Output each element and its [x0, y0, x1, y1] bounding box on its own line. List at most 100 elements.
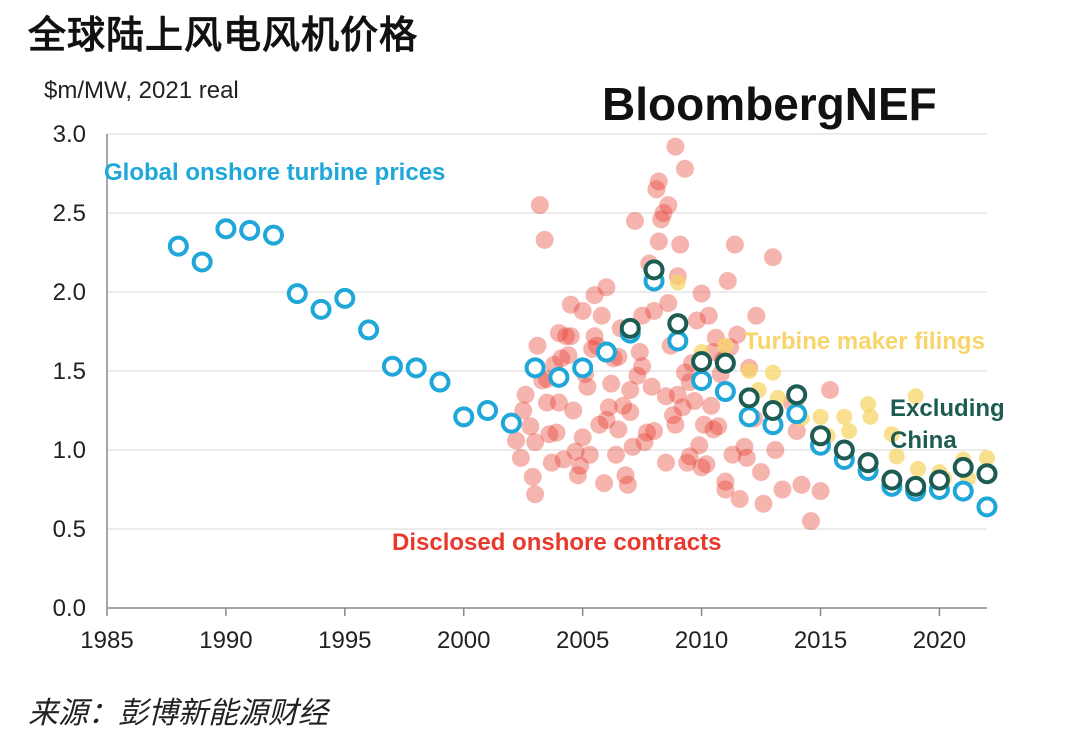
disclosed-contract-point — [685, 392, 704, 411]
global-price-point — [500, 412, 522, 434]
disclosed-contract-point — [645, 301, 664, 320]
disclosed-contract-point — [606, 445, 625, 464]
disclosed-contract-point — [680, 447, 699, 466]
disclosed-contract-point — [630, 343, 649, 362]
disclosed-contract-point — [552, 349, 571, 368]
excluding-china-point — [619, 317, 641, 339]
disclosed-contract-point — [666, 415, 685, 434]
turbine-maker-point — [764, 364, 781, 381]
disclosed-contract-point — [716, 472, 735, 491]
gridlines — [107, 133, 987, 530]
global-price-point — [167, 235, 189, 257]
disclosed-contract-point — [747, 306, 766, 325]
source-note: 来源：彭博新能源财经 — [28, 696, 328, 731]
disclosed-contract-point — [618, 475, 637, 494]
excluding-china-point — [691, 351, 713, 373]
disclosed-contract-point — [802, 512, 820, 531]
disclosed-contract-point — [614, 396, 633, 415]
excluding-china-point — [810, 425, 832, 447]
disclosed-contract-point — [718, 271, 737, 290]
excluding-china-point — [833, 439, 855, 461]
disclosed-contract-point — [659, 294, 678, 313]
excluding-china-point — [762, 400, 784, 421]
y-tick-label: 2.0 — [53, 279, 86, 306]
global-price-point — [477, 400, 499, 421]
disclosed-contract-point — [752, 463, 771, 482]
global-price-point — [595, 341, 617, 363]
disclosed-contract-point — [540, 425, 559, 444]
disclosed-contract-point — [659, 196, 678, 215]
x-tick-label: 1995 — [318, 627, 371, 654]
global-price-point — [310, 298, 332, 320]
disclosed-contract-point — [690, 436, 709, 455]
disclosed-contract-point — [725, 235, 744, 254]
y-tick-label: 0.5 — [53, 516, 86, 543]
x-tick-label: 1990 — [199, 627, 252, 654]
turbine-maker-point — [883, 426, 900, 443]
y-axis-unit-label: $m/MW, 2021 real — [44, 77, 239, 104]
disclosed-contract-point — [652, 210, 671, 229]
disclosed-contract-point — [528, 336, 547, 355]
x-tick-label: 2000 — [437, 627, 490, 654]
disclosed-contract-point — [673, 398, 692, 417]
axes — [106, 134, 987, 616]
disclosed-contract-point — [538, 393, 556, 412]
disclosed-contract-point — [675, 363, 694, 382]
disclosed-contract-point — [766, 441, 785, 459]
global-price-point — [358, 319, 380, 341]
annotation-global-prices: Global onshore turbine prices — [104, 159, 445, 186]
disclosed-contract-point — [704, 420, 723, 439]
x-tick-label: 1985 — [80, 627, 133, 654]
disclosed-contract-point — [699, 306, 718, 325]
disclosed-contract-point — [642, 377, 661, 396]
disclosed-contract-point — [709, 417, 728, 436]
disclosed-contract-point — [566, 442, 585, 461]
disclosed-contract-point — [687, 311, 706, 330]
disclosed-contract-point — [668, 385, 687, 404]
excluding-china-point — [857, 452, 879, 474]
excluding-china-point — [714, 352, 736, 374]
turbine-maker-point — [907, 388, 924, 405]
disclosed-contract-point — [654, 204, 673, 222]
excluding-china-point — [667, 313, 689, 335]
excluding-china-point — [952, 456, 974, 478]
disclosed-contract-point — [675, 159, 694, 178]
disclosed-contract-point — [671, 235, 690, 254]
disclosed-contract-point — [666, 137, 685, 156]
disclosed-contract-point — [626, 211, 644, 230]
disclosed-contract-point — [580, 445, 599, 464]
disclosed-contract-point — [542, 453, 561, 472]
disclosed-contract-point — [526, 433, 545, 452]
disclosed-contract-point — [514, 401, 533, 420]
disclosed-contract-point — [516, 385, 535, 404]
disclosed-contract-point — [623, 437, 642, 456]
disclosed-contract-point — [535, 230, 554, 249]
disclosed-contract-point — [656, 387, 675, 406]
disclosed-contract-point — [716, 480, 735, 499]
global-price-point — [976, 496, 998, 518]
disclosed-contract-point — [702, 396, 721, 415]
disclosed-contract-point — [628, 366, 647, 385]
disclosed-contract-point — [694, 415, 713, 434]
chart-title: 全球陆上风电风机价格 — [28, 13, 419, 57]
turbine-maker-point — [860, 396, 877, 413]
disclosed-contract-point — [568, 466, 587, 485]
excluding-china-point — [881, 469, 903, 491]
disclosed-contract-point — [523, 467, 542, 486]
turbine-maker-point — [910, 460, 927, 477]
disclosed-contract-point — [723, 445, 742, 464]
excluding-china-point — [905, 475, 927, 497]
disclosed-contract-point — [592, 306, 611, 325]
disclosed-contract-point — [730, 489, 749, 508]
disclosed-contract-point — [773, 480, 792, 499]
annotation-turbine-maker: Turbine maker filings — [744, 328, 985, 355]
disclosed-contract-point — [649, 172, 668, 191]
global-price-point — [691, 369, 713, 391]
disclosed-contract-point — [564, 401, 583, 420]
global-price-point — [405, 357, 427, 379]
disclosed-contract-point — [763, 248, 782, 267]
x-tick-label: 2005 — [556, 627, 609, 654]
turbine-maker-point — [888, 448, 905, 465]
disclosed-contract-point — [787, 422, 806, 441]
excluding-china-point — [786, 384, 808, 406]
